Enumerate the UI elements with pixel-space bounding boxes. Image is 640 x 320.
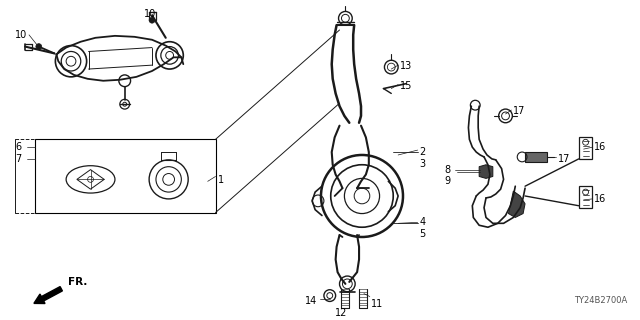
Polygon shape: [508, 191, 525, 218]
Text: TY24B2700A: TY24B2700A: [574, 296, 628, 305]
Text: 2: 2: [420, 147, 426, 157]
Text: FR.: FR.: [68, 277, 88, 287]
Text: 5: 5: [420, 229, 426, 239]
Text: 14: 14: [305, 296, 317, 306]
Text: 6: 6: [15, 142, 22, 152]
Text: 3: 3: [420, 159, 426, 169]
Circle shape: [149, 17, 155, 23]
Text: 1: 1: [218, 174, 223, 185]
Text: 10: 10: [144, 9, 157, 19]
Bar: [525, 152, 547, 162]
Bar: [579, 137, 593, 159]
Text: 11: 11: [371, 299, 383, 308]
FancyArrow shape: [34, 287, 62, 303]
Text: 9: 9: [444, 176, 450, 187]
Bar: [579, 186, 593, 208]
Text: 7: 7: [15, 154, 22, 164]
Text: 8: 8: [444, 165, 450, 175]
Text: 16: 16: [595, 142, 607, 152]
Text: 4: 4: [420, 218, 426, 228]
Text: 17: 17: [513, 106, 525, 116]
Text: 16: 16: [595, 194, 607, 204]
Text: 13: 13: [400, 61, 412, 71]
Bar: [35, 139, 216, 212]
Circle shape: [36, 44, 42, 50]
Polygon shape: [479, 165, 493, 179]
Text: 12: 12: [335, 308, 347, 318]
Text: 15: 15: [400, 81, 412, 91]
Text: 10: 10: [15, 30, 28, 40]
Text: 17: 17: [558, 154, 571, 164]
